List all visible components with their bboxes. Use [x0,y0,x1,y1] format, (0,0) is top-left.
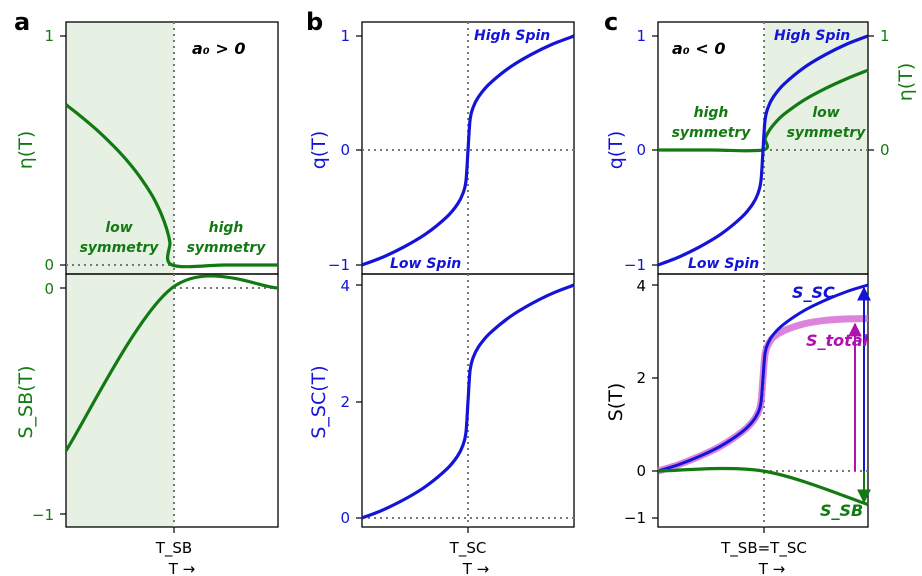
panel-b: 1 0 −1 4 2 0 b High Spin Low Spin q(T) S… [306,8,575,576]
panel-a-ytick-label-bm1: −1 [32,506,54,524]
panel-c-q-curve [657,34,869,267]
panel-a-high-label-1: high [209,220,244,236]
panel-b-letter: b [306,8,323,36]
panel-a-xtick-label: T_SB [155,539,192,558]
panel-c-low-spin-label: Low Spin [688,256,759,272]
panel-a-bottom-ylabel: S_SB(T) [15,365,37,438]
panel-a-top-ylabel: η(T) [15,131,37,169]
panel-a: 1 0 0 −1 a a₀ > 0 low symmetry high symm… [14,8,279,576]
panel-c-ytick-right-label-0: 0 [880,141,890,159]
panel-c-top-ylabel-right: η(T) [895,63,917,101]
panel-c-ytick-right-label-1: 1 [880,27,890,45]
panel-c-ytick-label-b0: 0 [636,462,646,480]
panel-a-low-label-1: low [105,220,132,236]
panel-c-top-ylabel-left: q(T) [605,131,627,170]
panel-a-bottom-axes-frame [65,273,279,528]
panel-b-xlabel: T → [462,560,490,576]
panel-a-ytick-label-1: 1 [44,27,54,45]
panel-b-ytick-label-b4: 4 [340,277,350,295]
panel-b-q-curve [361,34,575,267]
panel-c-ssc-label: S_SC [792,283,835,302]
panel-c-ytick-label-0: 0 [636,141,646,159]
panel-c-stotal-label: S_total [806,331,869,350]
panel-c: 1 0 −1 1 0 4 2 0 −1 c a₀ < 0 High Spin L… [604,8,917,576]
panel-a-condition: a₀ > 0 [192,39,245,58]
panel-c-ssb-label: S_SB [820,501,863,520]
panel-c-ytick-label-b2: 2 [636,369,646,387]
panel-c-condition: a₀ < 0 [672,39,725,58]
panel-c-xtick-label: T_SB=T_SC [720,539,807,558]
panel-b-top-ylabel: q(T) [308,131,330,170]
panel-b-low-spin-label: Low Spin [390,256,461,272]
panel-b-ytick-label-b2: 2 [340,393,350,411]
panel-a-high-label-2: symmetry [187,240,267,256]
panel-c-xlabel: T → [758,560,786,576]
panel-c-high-label-1: high [694,105,729,121]
panel-b-bottom-ylabel: S_SC(T) [308,365,330,438]
panel-c-eta-curve [657,68,869,153]
panel-b-ssc-curve [361,283,575,520]
panel-a-eta-curve [65,103,278,269]
panel-c-low-label-1: low [812,105,839,121]
panel-c-ytick-label-b4: 4 [636,277,646,295]
panel-b-ytick-label-b0: 0 [340,509,350,527]
panel-b-ytick-label-m1: −1 [328,256,350,274]
panel-c-low-label-2: symmetry [787,125,867,141]
panel-a-low-label-2: symmetry [80,240,160,256]
panel-b-ytick-label-0: 0 [340,141,350,159]
panel-c-ytick-label-bm1: −1 [624,509,646,527]
panel-c-ytick-label-1: 1 [636,27,646,45]
panel-a-letter: a [14,8,30,36]
panel-a-xlabel: T → [168,560,196,576]
panel-b-xtick-label: T_SC [449,539,487,558]
panel-c-ssc-curve [657,283,869,473]
panel-b-ytick-label-1: 1 [340,27,350,45]
panel-c-high-spin-label: High Spin [774,28,850,44]
panel-c-low-symmetry-shade [764,22,868,274]
panel-c-ssb-curve [657,466,869,507]
panel-a-ytick-label-0: 0 [44,256,54,274]
panel-c-bottom-ylabel: S(T) [605,383,627,422]
panel-c-ytick-label-m1: −1 [624,256,646,274]
panel-c-letter: c [604,8,618,36]
panel-a-ssb-curve [64,274,279,452]
panel-b-high-spin-label: High Spin [474,28,550,44]
panel-a-ytick-label-b0: 0 [44,280,54,298]
panel-c-high-label-2: symmetry [672,125,752,141]
